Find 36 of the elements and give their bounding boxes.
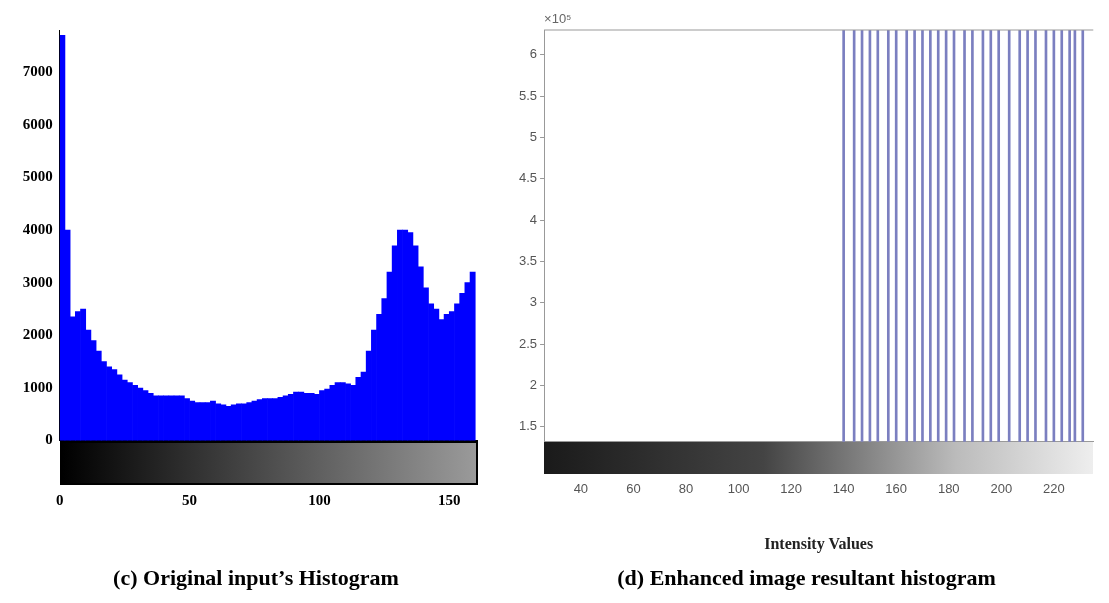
x-tick-label: 80 (678, 481, 694, 497)
y-tick-label: 5 (529, 129, 538, 145)
x-tick-label: 100 (727, 481, 750, 497)
y-tick-label: 4.5 (518, 170, 538, 186)
x-tick-label: 160 (885, 481, 908, 497)
x-tick-label: 40 (573, 481, 589, 497)
y-tick-label: 2000 (22, 326, 53, 343)
x-tick-label: 50 (182, 492, 198, 509)
x-tick-label: 0 (56, 492, 64, 509)
y-tick-label: 7000 (22, 62, 53, 79)
y-tick-label: 1000 (22, 378, 53, 395)
y-tick-label: 5.5 (518, 87, 538, 103)
x-tick-label: 180 (937, 481, 960, 497)
y-tick-label: 6 (529, 46, 538, 62)
x-tick-label: 120 (780, 481, 802, 497)
x-tick-label: 150 (438, 492, 461, 509)
x-tick-label: 200 (990, 481, 1013, 497)
y-tick-label: 4000 (22, 220, 53, 237)
y-tick-label: 6000 (22, 115, 53, 132)
text: (d) Enhanced image resultant histogram (617, 565, 996, 591)
text: (c) Original input’s Histogram (113, 565, 399, 591)
y-tick-label: 5000 (22, 168, 53, 185)
x-tick-label: 100 (308, 492, 331, 509)
y-tick-label: 0 (45, 431, 53, 448)
x-axis-title: Intensity Values (764, 535, 874, 554)
x-tick-label: 60 (626, 481, 641, 497)
x-tick-label: 140 (832, 481, 855, 497)
y-tick-label: 1.5 (518, 418, 538, 434)
y-tick-label: 3.5 (518, 253, 538, 269)
y-tick-label: 3 (529, 294, 538, 310)
y-tick-label: 2 (529, 377, 538, 393)
text: ×10⁵ (544, 11, 572, 27)
y-tick-label: 4 (529, 211, 538, 227)
y-tick-label: 2.5 (518, 335, 538, 351)
x-tick-label: 220 (1043, 481, 1065, 497)
y-tick-label: 3000 (22, 273, 53, 290)
